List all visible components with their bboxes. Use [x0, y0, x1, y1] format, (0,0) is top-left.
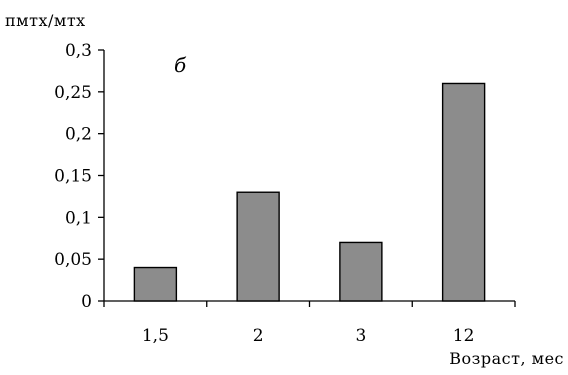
x-tick-label: 1,5 [142, 326, 169, 346]
y-tick-label: 0,15 [54, 167, 92, 187]
panel-label: б [174, 53, 187, 77]
bar [133, 266, 178, 302]
x-axis-title: Возраст, мес [449, 349, 564, 368]
x-tick-label: 12 [453, 326, 475, 346]
y-tick-label: 0 [81, 292, 92, 312]
y-axis: 0 0,05 0,1 0,15 0,2 0,25 0,3 [54, 41, 104, 312]
y-axis-title: пмтх/мтх [5, 11, 86, 30]
x-axis: 1,5 2 3 12 [103, 301, 516, 346]
x-tick-label: 2 [253, 326, 264, 346]
y-tick-label: 0,1 [65, 208, 92, 228]
y-tick-label: 0,25 [54, 83, 92, 103]
y-tick-label: 0,3 [65, 41, 92, 61]
x-tick-label: 3 [355, 326, 366, 346]
bar [339, 241, 383, 302]
y-tick-label: 0,05 [54, 250, 92, 270]
bar [236, 191, 280, 302]
y-tick-label: 0,2 [65, 125, 92, 145]
bar-series [133, 82, 486, 302]
bar [441, 82, 486, 302]
